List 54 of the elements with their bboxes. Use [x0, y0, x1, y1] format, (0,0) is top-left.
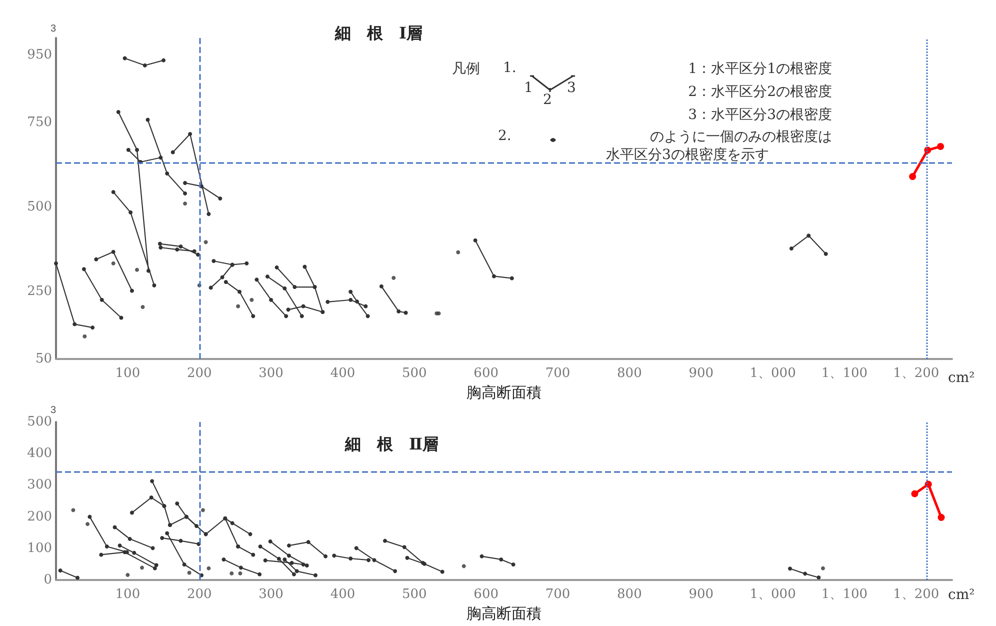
- x-tick-label: 400: [330, 587, 356, 602]
- y-tick-label: 500: [27, 199, 52, 214]
- x-tick-label: 1、200: [893, 587, 940, 602]
- y-axis-title: 3: [567, 80, 576, 96]
- x-tick-label: 600: [474, 587, 498, 602]
- annotation: 2: [543, 92, 552, 108]
- annotation: 凡例: [452, 60, 480, 78]
- x-tick-label: 300: [258, 366, 284, 381]
- x-tick-label: 100: [115, 366, 140, 381]
- x-tick-label: 100: [115, 587, 140, 602]
- annotation: 1：水平区分1の根密度: [688, 60, 832, 78]
- y-tick-label: 250: [27, 284, 52, 299]
- x-tick-label: 600: [474, 366, 498, 381]
- x-tick-label: 800: [617, 366, 642, 381]
- y-tick-label: 100: [27, 540, 52, 556]
- annotation: 3：水平区分3の根密度: [688, 106, 832, 124]
- y-tick-label: 200: [27, 509, 52, 524]
- text: cm²: [948, 587, 975, 603]
- annotation: 2：水平区分2の根密度: [688, 83, 832, 101]
- text: 3: [50, 24, 56, 34]
- text: 細 根 Ⅱ層: [344, 434, 438, 454]
- annotation: のように一個のみの根密度は: [650, 128, 832, 146]
- x-tick-label: 1、100: [821, 587, 868, 602]
- annotation: 1: [524, 80, 533, 96]
- y-tick-label: 500: [27, 414, 52, 430]
- x-tick-label: 400: [330, 366, 356, 381]
- x-tick-label: 500: [402, 366, 427, 381]
- y-tick-label: 300: [27, 478, 52, 493]
- x-tick-label: 1、000: [750, 366, 796, 381]
- x-tick-label: 200: [186, 366, 212, 381]
- annotation: 1.: [503, 60, 516, 76]
- x-tick-label: 900: [688, 366, 714, 381]
- text: cm²: [948, 370, 975, 386]
- chart-title: 細 根 Ⅰ層: [334, 24, 422, 42]
- x-tick-label: 700: [545, 366, 570, 381]
- x-tick-label: 1、100: [821, 366, 868, 381]
- x-tick-label: 1、200: [893, 366, 940, 381]
- x-tick-label: 1、000: [750, 587, 796, 602]
- y-tick-label: 950: [27, 47, 52, 62]
- y-tick-label: 0: [44, 572, 52, 588]
- x-tick-label: 800: [617, 587, 642, 602]
- y-tick-label: 50: [35, 352, 52, 366]
- x-axis-title: 胸高断面積: [466, 384, 542, 402]
- x-tick-label: 700: [545, 587, 570, 602]
- x-tick-label: 200: [186, 587, 212, 602]
- x-tick-label: 500: [402, 587, 427, 602]
- y-tick-label: 400: [27, 446, 52, 462]
- y-axis-title: 3: [50, 405, 56, 416]
- x-tick-label: 900: [688, 587, 714, 602]
- x-axis-title: 胸高断面積: [466, 604, 542, 622]
- y-tick-label: 750: [27, 114, 52, 130]
- annotation: 水平区分3の根密度を示す: [606, 146, 769, 164]
- annotation: 2.: [498, 128, 512, 144]
- x-tick-label: 300: [258, 587, 284, 602]
